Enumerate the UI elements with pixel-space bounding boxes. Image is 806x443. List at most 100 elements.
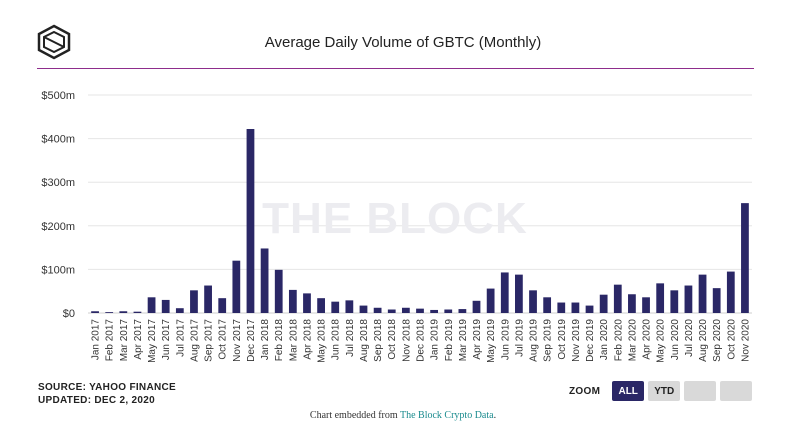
x-axis-ticks: Jan 2017 Feb 2017 Mar 2017 Apr 2017 May 2017…	[91, 319, 752, 363]
x-tick-label: Jul 2019	[514, 319, 525, 357]
bars	[91, 129, 749, 313]
x-tick-label: May 2018	[317, 319, 328, 363]
bar[interactable]	[401, 307, 410, 313]
source-note: SOURCE: YAHOO FINANCE UPDATED: DEC 2, 20…	[38, 381, 176, 407]
x-tick-label: Jan 2017	[91, 319, 102, 361]
bar[interactable]	[613, 284, 622, 313]
bar[interactable]	[500, 272, 509, 313]
bar[interactable]	[656, 283, 665, 313]
bar[interactable]	[133, 311, 142, 313]
bar[interactable]	[599, 294, 608, 313]
bar[interactable]	[430, 309, 439, 313]
x-tick-label: Dec 2018	[416, 319, 427, 362]
x-tick-label: May 2019	[486, 319, 497, 363]
bar[interactable]	[585, 305, 594, 313]
bar[interactable]	[359, 305, 368, 313]
bar[interactable]	[91, 311, 99, 313]
bar[interactable]	[472, 300, 481, 313]
bar[interactable]	[147, 297, 156, 313]
bar[interactable]	[712, 288, 721, 313]
x-tick-label: Feb 2020	[613, 319, 624, 362]
bar[interactable]	[670, 290, 679, 313]
bar[interactable]	[458, 309, 467, 313]
bar[interactable]	[543, 297, 552, 313]
x-tick-label: Oct 2019	[557, 319, 568, 360]
x-tick-label: Jan 2019	[430, 319, 441, 361]
x-tick-label: Nov 2019	[571, 319, 582, 362]
x-tick-label: Oct 2017	[218, 319, 229, 360]
title-divider	[37, 68, 754, 69]
x-tick-label: Jun 2017	[161, 319, 172, 361]
bar[interactable]	[331, 301, 340, 313]
zoom-button-3[interactable]	[684, 381, 717, 401]
bar[interactable]	[557, 302, 566, 313]
bar[interactable]	[303, 293, 311, 313]
bar[interactable]	[105, 312, 114, 313]
bar[interactable]	[345, 300, 354, 313]
y-axis-ticks: $0 $100m $200m $300m $400m $500m	[41, 90, 75, 320]
x-tick-label: Apr 2020	[642, 319, 653, 360]
x-tick-label: Apr 2018	[302, 319, 313, 360]
updated-text: UPDATED: DEC 2, 2020	[38, 395, 155, 406]
bar[interactable]	[444, 309, 453, 313]
x-tick-label: Aug 2018	[359, 319, 370, 362]
x-tick-label: Oct 2018	[387, 319, 398, 360]
bar[interactable]	[119, 311, 128, 313]
bar[interactable]	[486, 288, 495, 313]
x-tick-label: Jul 2018	[345, 319, 356, 357]
bar[interactable]	[274, 269, 283, 313]
x-tick-label: Mar 2020	[627, 319, 638, 362]
embed-link[interactable]: The Block Crypto Data	[399, 410, 494, 421]
x-tick-label: Sep 2017	[204, 319, 215, 362]
embed-suffix: .	[493, 410, 497, 421]
x-tick-label: Feb 2017	[105, 319, 116, 362]
bar[interactable]	[232, 260, 241, 313]
x-tick-label: Aug 2019	[529, 319, 540, 362]
bar[interactable]	[204, 285, 212, 313]
embed-note: Chart embedded from The Block Crypto Dat…	[0, 410, 806, 421]
x-tick-label: Nov 2018	[401, 319, 412, 362]
bar[interactable]	[246, 129, 255, 313]
bar[interactable]	[387, 309, 396, 313]
bar[interactable]	[529, 290, 537, 313]
x-tick-label: Dec 2019	[585, 319, 596, 362]
x-tick-label: Sep 2018	[373, 319, 384, 362]
x-tick-label: Jun 2018	[331, 319, 342, 361]
source-text: SOURCE: YAHOO FINANCE	[38, 382, 176, 393]
bar[interactable]	[317, 298, 325, 313]
bar[interactable]	[416, 308, 424, 313]
bar[interactable]	[175, 308, 184, 313]
x-tick-label: Mar 2019	[458, 319, 469, 362]
bar[interactable]	[260, 248, 269, 313]
bar[interactable]	[161, 299, 170, 313]
bar[interactable]	[684, 285, 693, 313]
x-tick-label: Aug 2020	[698, 319, 709, 362]
bar[interactable]	[515, 274, 523, 313]
x-tick-label: Dec 2017	[246, 319, 257, 362]
bar[interactable]	[571, 302, 580, 313]
zoom-ytd-button[interactable]: YTD	[648, 381, 681, 401]
x-tick-label: Jul 2017	[175, 319, 186, 357]
zoom-button-4[interactable]	[720, 381, 753, 401]
zoom-all-button[interactable]: ALL	[612, 381, 645, 401]
bar[interactable]	[698, 274, 707, 313]
x-tick-label: Jul 2020	[684, 319, 695, 357]
y-tick-label: $0	[63, 308, 75, 320]
watermark: THE BLOCK	[262, 194, 528, 243]
bar[interactable]	[218, 298, 227, 313]
bar[interactable]	[642, 297, 650, 313]
bar[interactable]	[190, 290, 198, 313]
y-tick-label: $400m	[41, 134, 75, 146]
embed-prefix: Chart embedded from	[309, 410, 400, 421]
bar[interactable]	[288, 289, 297, 313]
x-tick-label: Mar 2018	[288, 319, 299, 362]
bar[interactable]	[628, 294, 636, 313]
bar[interactable]	[373, 307, 382, 313]
x-tick-label: Aug 2017	[189, 319, 200, 362]
the-block-logo-icon	[36, 24, 72, 60]
x-tick-label: Sep 2020	[712, 319, 723, 362]
bar[interactable]	[741, 203, 749, 313]
bar[interactable]	[726, 271, 735, 313]
y-tick-label: $100m	[41, 264, 75, 276]
x-tick-label: Apr 2017	[133, 319, 144, 360]
